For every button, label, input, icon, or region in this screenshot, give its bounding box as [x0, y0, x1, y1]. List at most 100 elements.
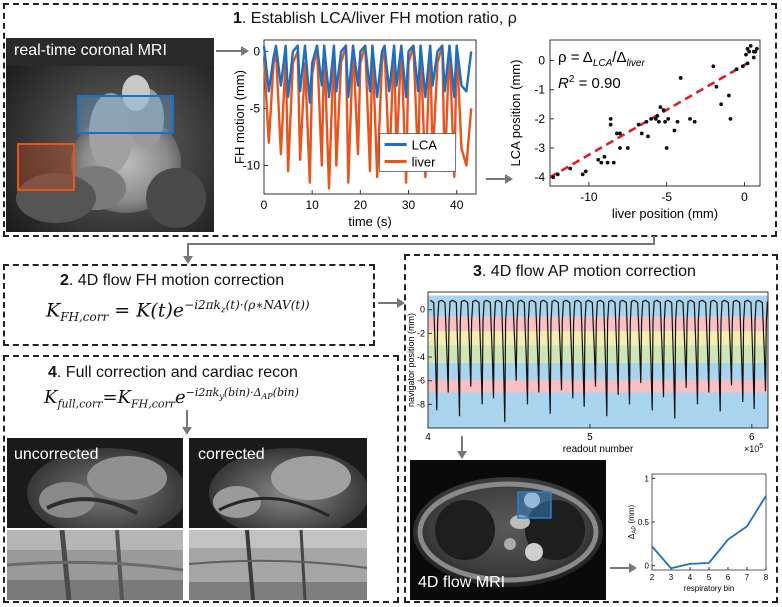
arrow-2-to-3 [378, 298, 405, 308]
scatter-xtick-label: 0 [741, 190, 748, 204]
scatter-point [748, 43, 753, 48]
ap-ytick-label: 1 [645, 474, 650, 483]
scatter-point [599, 160, 604, 165]
scatter-point [714, 84, 719, 89]
scatter-point [754, 46, 759, 51]
arrow-to-ap-chart [610, 563, 637, 573]
scatter-point [692, 119, 697, 124]
scatter-point [568, 166, 573, 171]
scatter-point [747, 49, 752, 54]
section4-title: 4. Full correction and cardiac recon [48, 364, 298, 381]
scatter-point [580, 172, 585, 177]
scatter-ylabel: LCA position (mm) [508, 60, 523, 167]
motion-ylabel: FH motion (mm) [232, 70, 247, 164]
ap-ytick-label: 0.5 [638, 518, 650, 527]
scatter-point [618, 131, 622, 136]
ap-xtick-label: 8 [764, 573, 769, 582]
scatter-ytick-label: -2 [534, 112, 545, 126]
scatter-ytick-label: -1 [534, 83, 545, 97]
scatter-point [555, 172, 560, 177]
section3-box [404, 254, 778, 603]
coronal-mri-image [6, 38, 214, 232]
4d-flow-mri-label: 4D flow MRI [418, 574, 506, 591]
scatter-point [608, 116, 613, 121]
r-squared-label: R2 = 0.90 [558, 74, 621, 92]
motion-legend-box [379, 133, 457, 172]
scatter-xtick-label: -5 [661, 190, 672, 204]
scatter-point [678, 76, 683, 80]
nav-xtick-label: 4 [425, 432, 431, 443]
scatter-point [675, 119, 680, 124]
section1-box [3, 3, 777, 237]
scatter-point [664, 146, 669, 150]
scatter-ytick-label: 0 [538, 53, 545, 67]
scatter-point [656, 119, 661, 124]
liver-roi-box [17, 143, 75, 191]
nav-ytick-label: -8 [417, 399, 425, 409]
motion-xtick-label: 30 [402, 198, 416, 212]
scatter-point [655, 114, 660, 118]
arrow-to-4d-flow-mri [457, 436, 467, 459]
nav-band [428, 331, 768, 346]
scatter-point [636, 122, 641, 127]
nav-band [428, 362, 768, 380]
scatter-point [711, 64, 716, 69]
ap-series-line [651, 495, 767, 570]
fh-motion-chart: 0 -5 -10 0 10 20 30 40 time (s) FH motion (mm) LCA… [232, 39, 477, 229]
coronal-mri-label: real-time coronal MRI [14, 42, 167, 59]
scatter-xtick-label: -10 [580, 190, 598, 204]
scatter-xlabel: liver position (mm) [612, 206, 718, 221]
scatter-point [583, 169, 588, 174]
ap-displacement-chart: 0 0.5 1 2 3 4 5 6 7 8 respiratory bin ΔAP (mm) [627, 473, 769, 593]
ap-xtick-label: 7 [745, 573, 750, 582]
4d-flow-mri-image [410, 460, 606, 600]
nav-ytick-label: -2 [417, 328, 425, 338]
motion-series-LCA [262, 44, 473, 104]
scatter-point [663, 119, 668, 124]
nav-band [428, 316, 768, 332]
motion-xtick-label: 40 [450, 198, 464, 212]
nav-ytick-label: -4 [417, 352, 425, 362]
nav-xtick-label: 6 [749, 432, 755, 443]
scatter-point [751, 55, 756, 60]
scatter-point [618, 146, 622, 150]
scatter-point [744, 52, 748, 57]
motion-series-liver [262, 44, 473, 190]
section1-title: 1. Establish LCA/liver FH motion ratio, … [233, 10, 517, 27]
scatter-point [751, 49, 756, 54]
scatter-point [688, 116, 692, 121]
section2-box [3, 264, 375, 346]
motion-legend-label-liver: liver [412, 155, 437, 170]
scatter-point [639, 131, 644, 136]
rho-equation: ρ = ΔLCA/Δliver [558, 49, 645, 69]
arrow-to-scatter [486, 174, 513, 184]
motion-xlabel: time (s) [348, 214, 391, 229]
scatter-point [649, 116, 654, 121]
ap-ytick-label: 0 [645, 562, 650, 571]
navigator-chart: 0 -2 -4 -6 -8 4 5 6 readout number ×105 navigator … [406, 291, 769, 452]
nav-ylabel: navigator position (mm) [406, 313, 416, 407]
nav-xtick-label: 5 [587, 432, 593, 443]
nav-ytick-label: -6 [417, 376, 425, 386]
scatter-point [608, 122, 613, 127]
motion-legend-label-LCA: LCA [412, 138, 438, 153]
scatter-plot-frame [549, 39, 761, 187]
ap-xlabel: respiratory bin [684, 584, 735, 593]
ap-roi-box [517, 491, 552, 519]
ap-plot-frame [651, 473, 767, 571]
section2-formula: KFH,corr = K(t)e−i2πkz(t)·(ρ∗NAV(t)) [46, 298, 310, 325]
label-corrected: corrected [198, 446, 265, 463]
scatter-ytick-label: -4 [534, 170, 545, 184]
scatter-point [726, 93, 731, 98]
scatter-point [745, 61, 750, 66]
scatter-point [672, 128, 677, 133]
scatter-point [719, 102, 724, 107]
scatter-point [625, 146, 630, 150]
scatter-point [596, 157, 601, 162]
motion-ytick-label: -5 [249, 101, 260, 115]
motion-ytick-label: 0 [253, 44, 260, 58]
nav-band [428, 392, 768, 428]
nav-ytick-label: 0 [420, 305, 425, 315]
lca-roi-box [77, 95, 174, 134]
recon-uncorrected-top [7, 438, 183, 528]
